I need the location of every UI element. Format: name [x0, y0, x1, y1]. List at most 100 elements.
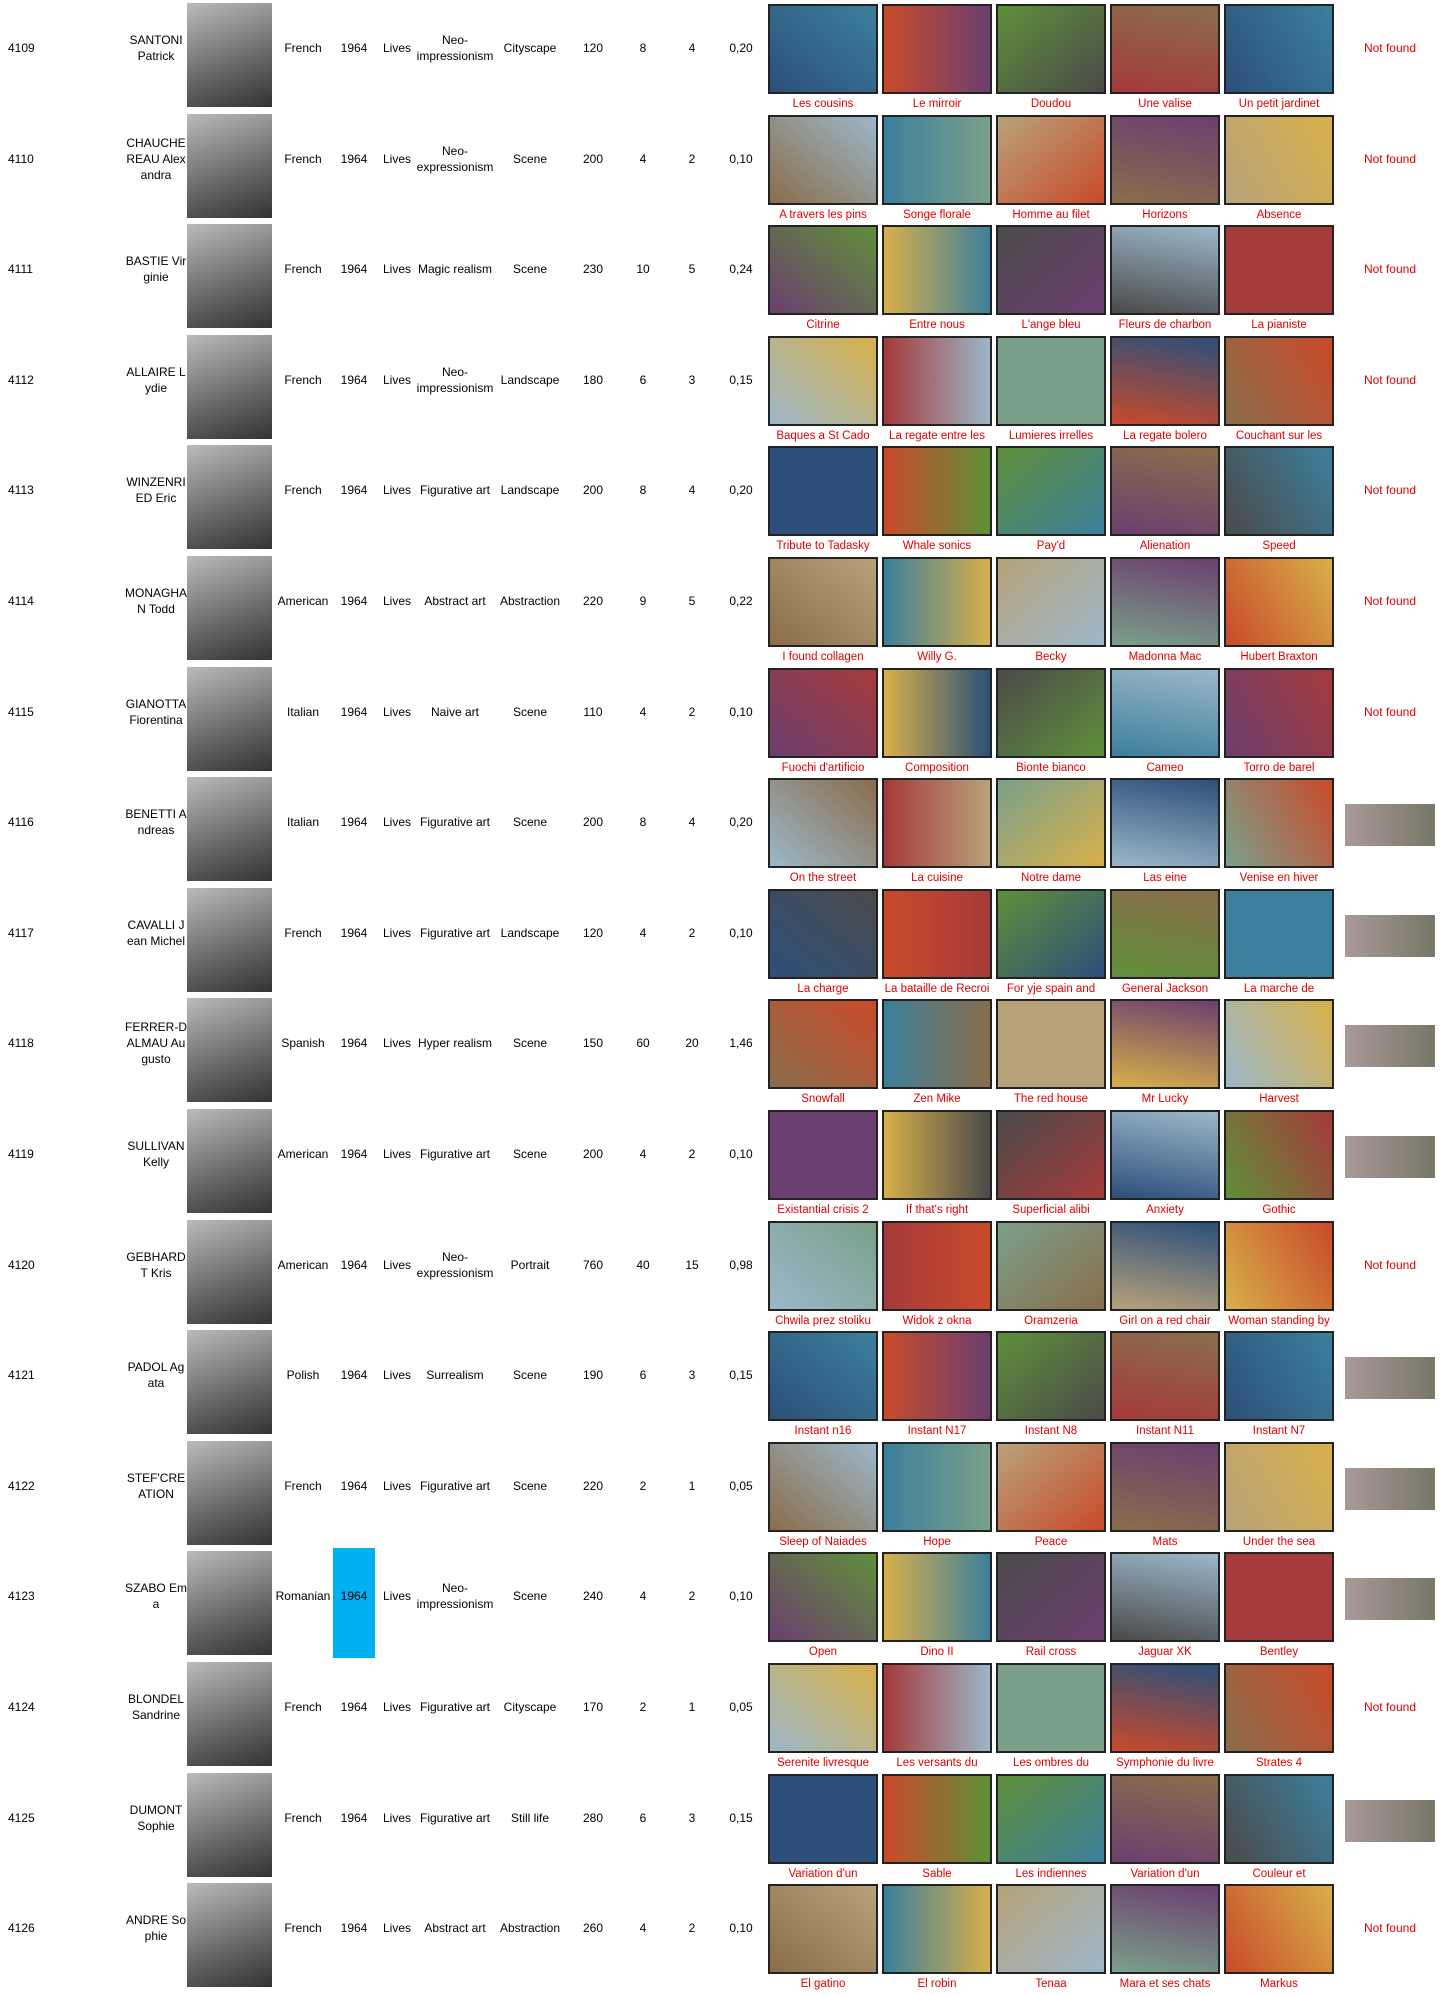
sold-count: 2	[688, 1589, 696, 1604]
birth-year: 1964	[333, 1548, 375, 1659]
painting-thumbnail	[882, 1884, 992, 1975]
painting-thumbnail	[1110, 1552, 1220, 1643]
painting-thumbnail	[1224, 1110, 1334, 1200]
price: 150	[582, 1036, 604, 1051]
painting-thumbnail	[1224, 1441, 1334, 1532]
price: 180	[582, 372, 604, 387]
painting-thumbnail	[882, 335, 992, 426]
row-id: 4120	[8, 1257, 35, 1272]
painting-title: Willy G.	[917, 651, 957, 663]
status: Lives	[382, 1257, 411, 1272]
painting-title: Tribute to Tadasky	[776, 540, 870, 553]
sold-count: 2	[688, 704, 696, 719]
nationality: French	[284, 1921, 322, 1936]
painting-thumbnail	[768, 1441, 878, 1532]
sold-count: 4	[688, 815, 696, 830]
table-row: 4126 ANDRE Sophie French 1964 Lives Abstract …	[0, 1880, 1442, 1990]
painting-thumbnail	[996, 1552, 1106, 1643]
table-row: 4118 FERRER-DALMAU Augusto Spanish 1964 Live…	[0, 995, 1442, 1105]
painting-thumbnail	[996, 114, 1106, 205]
signature-status: Not found	[1363, 41, 1417, 55]
painting-thumbnail	[768, 1331, 878, 1422]
signature-status: Not found	[1363, 594, 1417, 608]
painting-title: If that's right	[905, 1204, 969, 1216]
painting-title: Serenite livresque	[776, 1757, 870, 1769]
genre: Scene	[512, 1589, 548, 1604]
row-id: 4109	[8, 41, 35, 55]
painting-title: Markus	[1260, 1978, 1298, 1991]
artist-portrait	[187, 1330, 272, 1435]
artist-name: GIANOTTA Fiorentina	[125, 696, 187, 727]
status: Lives	[382, 151, 411, 166]
painting-title: Songe florale	[903, 208, 971, 221]
signature-image	[1345, 914, 1435, 957]
sold-count: 2	[688, 1147, 696, 1161]
painting-title: Open	[808, 1646, 838, 1659]
painting-title: For yje spain and	[1006, 982, 1096, 995]
painting-thumbnail	[1224, 1220, 1334, 1311]
price: 200	[582, 1147, 604, 1161]
artist-portrait	[187, 1440, 272, 1545]
painting-title: Harvest	[1259, 1093, 1299, 1106]
painting-title: L'ange bleu	[1021, 319, 1081, 332]
works-count: 2	[639, 1700, 647, 1714]
painting-title: Under the sea	[1242, 1535, 1316, 1548]
nationality: French	[284, 483, 322, 498]
ratio: 0,10	[729, 1589, 753, 1604]
movement: Figurative art	[419, 483, 491, 498]
works-count: 4	[639, 1921, 647, 1936]
table-row: 4122 STEF'CREATION French 1964 Lives Figurati…	[0, 1438, 1442, 1548]
row-id: 4117	[8, 925, 34, 940]
painting-thumbnail	[768, 1663, 878, 1753]
painting-title: I found collagen	[782, 651, 864, 663]
price: 110	[583, 704, 603, 719]
painting-title: Sleep of Naiades	[779, 1535, 867, 1548]
painting-thumbnail	[996, 4, 1106, 94]
genre: Scene	[512, 151, 548, 166]
painting-thumbnail	[768, 778, 878, 869]
painting-title: Les ombres du	[1012, 1757, 1090, 1769]
ratio: 0,98	[729, 1257, 753, 1272]
painting-title: Woman standing by	[1228, 1314, 1330, 1327]
painting-thumbnail	[882, 1552, 992, 1643]
painting-thumbnail	[996, 667, 1106, 758]
row-id: 4115	[8, 704, 34, 719]
ratio: 0,10	[729, 151, 753, 166]
price: 200	[582, 151, 604, 166]
painting-title: Le mirroir	[912, 98, 962, 110]
painting-title: El robin	[917, 1978, 957, 1991]
movement: Figurative art	[419, 815, 491, 830]
signature-status: Not found	[1363, 483, 1417, 498]
ratio: 0,15	[729, 1368, 753, 1383]
painting-title: Doudou	[1030, 98, 1072, 110]
painting-title: Lumieres irrelles	[1008, 429, 1094, 442]
artist-portrait	[187, 777, 272, 882]
painting-title: Les versants du	[896, 1757, 978, 1769]
nationality: American	[277, 594, 329, 608]
painting-thumbnail	[882, 1441, 992, 1532]
sold-count: 2	[688, 1921, 696, 1936]
painting-thumbnail	[768, 1552, 878, 1643]
signature-status: Not found	[1363, 151, 1417, 166]
row-id: 4124	[8, 1700, 35, 1714]
artist-name: BENETTI Andreas	[125, 807, 187, 838]
ratio: 0,22	[729, 594, 753, 608]
painting-thumbnail	[996, 335, 1106, 426]
birth-year: 1964	[340, 1478, 368, 1493]
artist-name: WINZENRIED Eric	[126, 475, 186, 506]
signature-status: Not found	[1363, 372, 1417, 387]
artist-name: ANDRE Sophie	[125, 1913, 187, 1944]
painting-title: Baques a St Cado	[776, 429, 870, 442]
painting-title: Strates 4	[1255, 1757, 1303, 1769]
painting-thumbnail	[1224, 4, 1334, 94]
nationality: Romanian	[275, 1589, 331, 1604]
artist-portrait	[187, 1772, 272, 1877]
genre: Still life	[510, 1810, 549, 1825]
ratio: 0,10	[729, 1921, 753, 1936]
signature-image	[1345, 1578, 1435, 1621]
row-id: 4112	[8, 372, 34, 387]
painting-title: Symphonie du livre	[1116, 1757, 1214, 1769]
movement: Abstract art	[424, 594, 486, 608]
painting-thumbnail	[1110, 1441, 1220, 1532]
